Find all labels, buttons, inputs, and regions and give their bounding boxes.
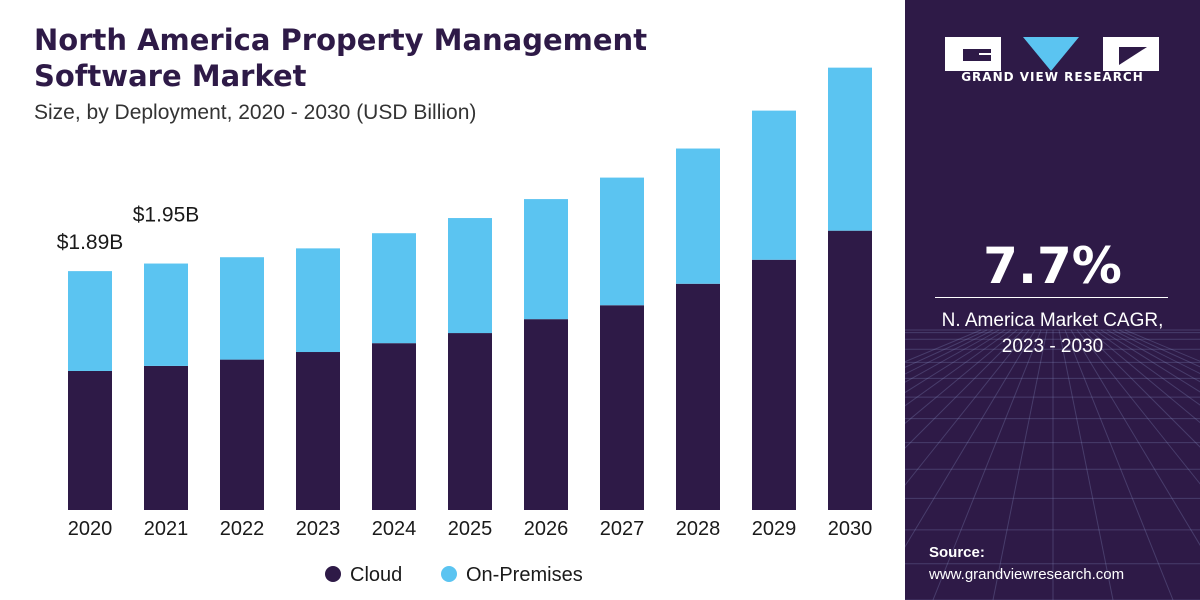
legend-label-cloud: Cloud (350, 564, 402, 586)
bar-on-premises-2027 (600, 177, 644, 306)
bar-on-premises-2030 (828, 67, 872, 231)
source-label: Source: (929, 544, 985, 561)
x-tick-label: 2020 (68, 518, 113, 540)
bar-chart: 2020 2021 2022 2023 2024 2025 2026 2027 2028 2029… (57, 67, 873, 586)
chart-title: North America Property Management Softwa… (34, 22, 894, 94)
cagr-label: N. America Market CAGR, 2023 - 2030 (905, 308, 1200, 360)
bar-cloud-2026 (524, 319, 568, 510)
bar-cloud-2030 (828, 230, 872, 511)
x-tick-label: 2030 (828, 518, 873, 540)
sidebar-panel: GRAND VIEW RESEARCH 7.7% N. America Mark… (905, 0, 1200, 600)
source-url[interactable]: www.grandviewresearch.com (929, 566, 1125, 583)
chart-title-line-1: North America Property Management (34, 23, 648, 57)
bar-cloud-2029 (752, 259, 796, 510)
bar-on-premises-2020 (68, 271, 112, 371)
brand-name: GRAND VIEW RESEARCH (961, 70, 1144, 84)
bar-on-premises-2029 (752, 110, 796, 260)
cagr-label-line-2: 2023 - 2030 (1001, 336, 1104, 357)
x-tick-label: 2028 (676, 518, 721, 540)
bar-cloud-2028 (676, 283, 720, 510)
bar-cloud-2022 (220, 359, 264, 510)
chart-panel: North America Property Management Softwa… (34, 22, 894, 586)
x-tick-label: 2026 (524, 518, 569, 540)
bar-on-premises-2025 (448, 218, 492, 334)
legend-swatch-cloud (325, 566, 341, 582)
x-tick-label: 2023 (296, 518, 341, 540)
cagr-divider (935, 297, 1168, 298)
bar-cloud-2027 (600, 305, 644, 510)
chart-title-line-2: Software Market (34, 59, 307, 93)
legend-label-on-premises: On-Premises (466, 564, 583, 586)
bar-cloud-2021 (144, 365, 188, 510)
gvr-logo-icon (945, 37, 1159, 71)
x-tick-label: 2025 (448, 518, 493, 540)
chart-subtitle: Size, by Deployment, 2020 - 2030 (USD Bi… (34, 101, 477, 124)
legend-swatch-on-premises (441, 566, 457, 582)
data-label-2020: $1.89B (57, 231, 124, 254)
x-tick-label: 2027 (600, 518, 645, 540)
wireframe-grid-decoration (905, 329, 1200, 600)
bar-on-premises-2021 (144, 263, 188, 366)
bar-on-premises-2022 (220, 257, 264, 360)
data-label-2021: $1.95B (133, 204, 200, 227)
x-tick-label: 2021 (144, 518, 189, 540)
bar-cloud-2023 (296, 352, 340, 510)
bar-cloud-2020 (68, 370, 112, 510)
cagr-label-line-1: N. America Market CAGR, (941, 310, 1164, 331)
cagr-value: 7.7% (983, 237, 1122, 295)
x-tick-label: 2029 (752, 518, 797, 540)
bar-on-premises-2028 (676, 148, 720, 284)
bar-on-premises-2026 (524, 199, 568, 320)
bar-cloud-2025 (448, 333, 492, 510)
bar-on-premises-2023 (296, 248, 340, 353)
bar-cloud-2024 (372, 343, 416, 510)
x-tick-label: 2022 (220, 518, 265, 540)
x-tick-label: 2024 (372, 518, 417, 540)
bar-on-premises-2024 (372, 233, 416, 344)
